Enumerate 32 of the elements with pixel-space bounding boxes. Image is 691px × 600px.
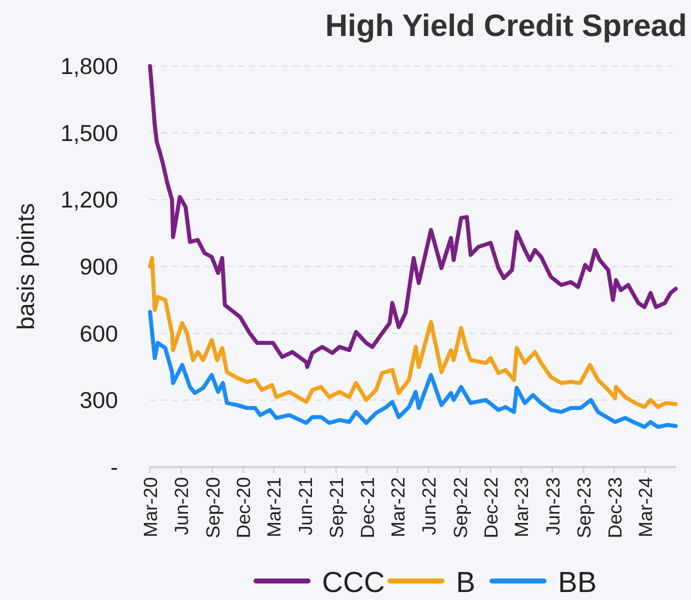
line-series	[148, 256, 678, 410]
x-tick-label: Jun-20	[172, 477, 194, 536]
x-tick-label: Jun-21	[296, 477, 317, 536]
x-tick-label: Mar-20	[141, 477, 162, 538]
line-series	[148, 64, 678, 369]
y-tick-label: 600	[80, 320, 118, 346]
x-tick-label: Dec-23	[605, 477, 626, 538]
x-tick-label: Mar-23	[512, 477, 534, 538]
x-tick-label: Sep-21	[327, 477, 348, 538]
x-tick-label: Sep-23	[574, 477, 596, 538]
x-tick-label: Mar-22	[388, 477, 410, 538]
y-tick-label: 300	[80, 387, 118, 414]
y-axis-title: basis points	[13, 203, 40, 330]
legend-label: B	[456, 567, 476, 599]
y-tick-label: 1,800	[60, 53, 118, 79]
x-tick-label: Jun-23	[543, 477, 564, 536]
x-tick-label: Dec-21	[358, 477, 379, 538]
x-tick-label: Mar-24	[636, 476, 658, 538]
x-tick-label: Sep-20	[203, 477, 224, 538]
y-tick-label: 1,200	[60, 186, 118, 213]
x-tick-label: Dec-22	[482, 477, 503, 538]
x-tick-label: Dec-20	[234, 477, 256, 538]
y-tick-label: 1,500	[60, 120, 118, 146]
chart-title: High Yield Credit Spread	[325, 8, 687, 43]
x-tick-label: Sep-22	[450, 477, 472, 538]
y-tick-label: 900	[80, 254, 118, 280]
legend-label: BB	[558, 567, 597, 599]
x-tick-label: Mar-21	[264, 477, 286, 538]
line-series	[148, 310, 678, 429]
legend-label: CCC	[322, 567, 385, 599]
y-tick-label: -	[110, 454, 118, 480]
x-tick-label: Jun-22	[420, 477, 441, 536]
